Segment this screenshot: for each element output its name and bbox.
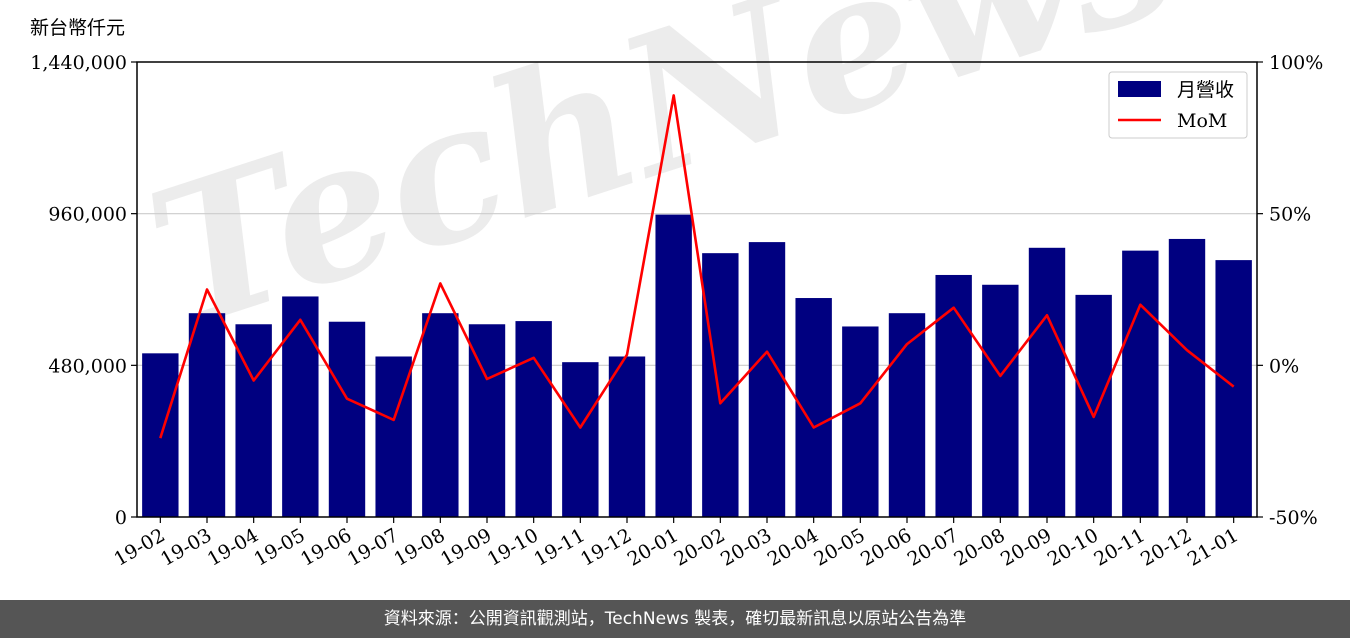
x-tick-label: 19-02 xyxy=(110,524,168,570)
x-tick-label: 20-10 xyxy=(1044,524,1102,570)
x-tick-label: 20-05 xyxy=(810,524,868,570)
revenue-bar xyxy=(1075,294,1112,517)
revenue-bar xyxy=(748,242,786,517)
left-tick-label: 0 xyxy=(115,507,127,529)
x-tick-label: 19-08 xyxy=(390,524,448,570)
x-tick-label: 19-03 xyxy=(157,524,215,570)
x-tick-label: 19-12 xyxy=(577,524,635,570)
x-tick-label: 19-06 xyxy=(297,524,355,570)
x-tick-label: 20-02 xyxy=(670,524,728,570)
source-footer: 資料來源：公開資訊觀測站，TechNews 製表，確切最新訊息以原站公告為準 xyxy=(0,600,1350,638)
x-tick-label: 20-06 xyxy=(857,524,915,570)
legend-swatch-revenue xyxy=(1118,81,1161,97)
x-tick-label: 20-07 xyxy=(904,524,962,570)
revenue-bar xyxy=(888,313,926,517)
revenue-bar xyxy=(1028,247,1066,517)
legend: 月營收 MoM xyxy=(1108,71,1248,139)
revenue-bar xyxy=(655,214,692,518)
footer-text: 資料來源：公開資訊觀測站，TechNews 製表，確切最新訊息以原站公告為準 xyxy=(383,609,967,629)
revenue-bar xyxy=(1168,238,1206,517)
plot-frame xyxy=(136,61,1258,518)
x-tick-label: 19-07 xyxy=(344,524,402,570)
x-tick-label: 20-08 xyxy=(950,524,1008,570)
legend-label-mom: MoM xyxy=(1177,110,1227,132)
revenue-bar xyxy=(608,356,646,517)
left-tick-label: 960,000 xyxy=(48,204,127,226)
revenue-bar xyxy=(1215,260,1252,517)
mom-line xyxy=(159,94,1235,439)
line-series xyxy=(159,94,1235,439)
revenue-bar xyxy=(842,326,879,517)
revenue-bar xyxy=(282,296,319,517)
x-tick-label: 20-03 xyxy=(717,524,775,570)
revenue-bar xyxy=(515,321,552,517)
x-tick-label: 19-11 xyxy=(530,524,588,570)
revenue-bar xyxy=(328,321,366,517)
revenue-bar xyxy=(422,313,459,517)
x-tick-label: 20-01 xyxy=(624,524,682,570)
chart-area: TechNews 0 480,000 960,000 1,440,000 -50% 0% 5… xyxy=(30,0,1323,571)
right-tick-label: 50% xyxy=(1269,204,1311,226)
legend-label-revenue: 月營收 xyxy=(1177,79,1234,101)
left-tick-label: 1,440,000 xyxy=(30,52,127,74)
x-tick-label: 20-12 xyxy=(1137,524,1195,570)
right-tick-label: 0% xyxy=(1269,355,1299,377)
x-tick-label: 20-11 xyxy=(1090,524,1148,570)
x-tick-label: 19-10 xyxy=(484,524,542,570)
revenue-bar xyxy=(935,274,972,517)
left-tick-label: 480,000 xyxy=(48,355,127,377)
revenue-bar xyxy=(982,284,1019,517)
x-tick-label: 19-04 xyxy=(204,524,262,570)
revenue-bar xyxy=(188,313,226,517)
revenue-chart: TechNews 0480,000960,0001,440,000-50%0%5… xyxy=(30,0,1323,571)
right-tick-label: -50% xyxy=(1269,507,1318,529)
x-tick-label: 20-04 xyxy=(764,524,822,570)
revenue-bar xyxy=(562,362,599,517)
revenue-bar xyxy=(1122,250,1159,517)
revenue-bar xyxy=(702,253,739,517)
x-tick-label: 19-09 xyxy=(437,524,495,570)
x-tick-label: 21-01 xyxy=(1184,524,1242,570)
x-tick-label: 20-09 xyxy=(997,524,1055,570)
x-tick-label: 19-05 xyxy=(250,524,308,570)
y-unit-label: 新台幣仟元 xyxy=(30,17,125,39)
right-tick-label: 100% xyxy=(1269,52,1323,74)
